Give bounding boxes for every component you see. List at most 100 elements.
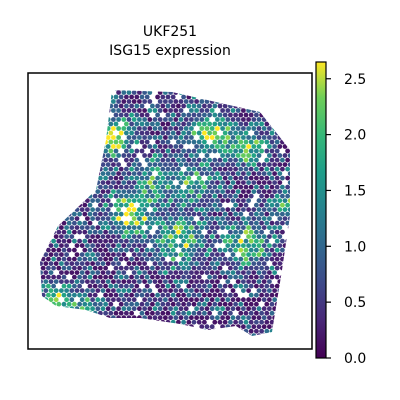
spot-point <box>48 288 54 293</box>
spot-point <box>178 153 184 158</box>
spot-point <box>178 207 184 213</box>
spot-point <box>241 225 246 231</box>
spot-point <box>87 292 93 298</box>
spot-point <box>202 310 207 316</box>
spot-point <box>90 252 95 257</box>
spot-point <box>272 225 277 231</box>
spot-point <box>139 184 145 190</box>
spot-point <box>209 207 215 213</box>
spot-point <box>259 229 264 235</box>
spot-point <box>178 162 184 168</box>
spot-point <box>209 180 215 186</box>
spot-point <box>217 121 223 127</box>
spot-point <box>85 243 90 249</box>
spot-point <box>64 270 69 275</box>
spot-point <box>248 121 254 127</box>
spot-point <box>277 180 283 186</box>
spot-point <box>59 288 64 293</box>
spot-point <box>124 130 129 136</box>
spot-point <box>170 166 176 172</box>
spot-point <box>230 135 236 140</box>
spot-point <box>46 247 51 253</box>
spot-point <box>220 252 226 257</box>
spot-point <box>246 324 252 330</box>
spot-point <box>105 270 111 275</box>
spot-point <box>261 297 267 303</box>
spot-point <box>233 175 239 181</box>
spot-point <box>74 288 80 293</box>
spot-point <box>53 297 59 303</box>
spot-point <box>191 238 197 244</box>
spot-point <box>233 220 239 226</box>
spot-point <box>220 153 226 158</box>
spot-point <box>116 225 121 231</box>
spot-point <box>139 220 145 226</box>
spot-point <box>259 193 264 199</box>
spot-point <box>134 256 140 262</box>
spot-point <box>238 175 244 181</box>
spot-point <box>155 229 161 235</box>
spot-point <box>59 243 64 249</box>
spot-point <box>222 274 228 280</box>
spot-point <box>176 265 181 271</box>
spot-point <box>113 265 119 271</box>
spot-point <box>215 288 220 293</box>
spot-point <box>129 103 135 109</box>
spot-point <box>238 112 244 118</box>
spot-point <box>72 229 77 235</box>
spot-point <box>170 148 176 154</box>
spot-point <box>85 234 90 240</box>
spot-point <box>131 306 137 312</box>
spot-point <box>285 175 290 181</box>
spot-point <box>126 207 132 213</box>
spot-point <box>230 108 236 113</box>
spot-point <box>238 193 244 199</box>
spot-point <box>230 261 236 266</box>
spot-point <box>147 162 153 168</box>
spot-point <box>163 126 168 131</box>
spot-point <box>98 274 103 280</box>
spot-point <box>152 135 158 140</box>
spot-point <box>259 166 264 172</box>
spot-point <box>46 256 51 262</box>
spot-point <box>254 148 259 154</box>
spot-point <box>194 117 200 122</box>
spot-point <box>228 310 233 316</box>
spot-point <box>163 279 168 284</box>
spot-point <box>157 198 163 204</box>
spot-point <box>116 261 121 266</box>
spot-point <box>66 220 72 226</box>
spot-point <box>248 301 254 307</box>
spot-point <box>215 225 220 231</box>
spot-point <box>212 274 218 280</box>
spot-point <box>225 315 231 321</box>
spot-point <box>113 292 119 298</box>
spot-point <box>189 117 194 122</box>
spot-point <box>176 220 181 226</box>
spot-point <box>144 175 150 181</box>
spot-point <box>183 288 189 293</box>
spot-point <box>178 243 184 249</box>
spot-point <box>222 121 228 127</box>
spot-point <box>207 166 213 172</box>
spot-point <box>215 198 220 204</box>
spot-point <box>233 283 239 289</box>
spot-point <box>170 310 176 316</box>
spot-point <box>160 139 166 145</box>
spot-point <box>142 252 148 257</box>
spot-point <box>92 265 98 271</box>
spot-point <box>113 121 119 127</box>
spot-point <box>150 211 155 217</box>
spot-point <box>235 135 241 140</box>
spot-point <box>170 202 176 208</box>
spot-point <box>87 256 93 262</box>
spot-point <box>233 139 239 145</box>
spot-point <box>139 175 145 181</box>
spot-point <box>144 256 150 262</box>
spot-point <box>79 243 85 249</box>
spot-point <box>142 126 148 131</box>
spot-point <box>150 220 155 226</box>
spot-point <box>287 207 290 213</box>
spot-point <box>111 171 116 177</box>
spot-point <box>129 148 135 154</box>
